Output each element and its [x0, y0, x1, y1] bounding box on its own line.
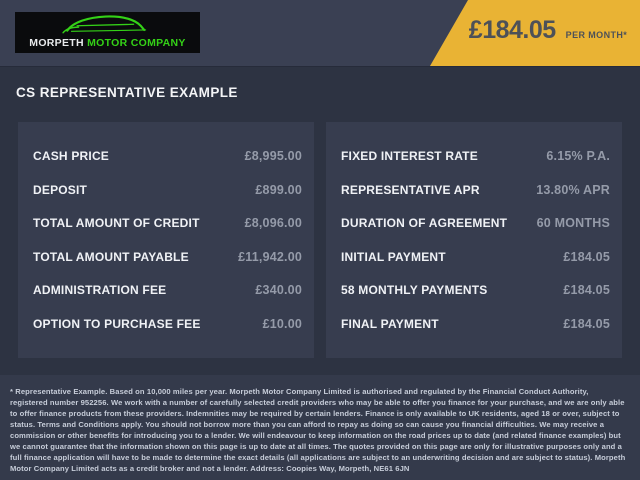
row-label: FIXED INTEREST RATE [341, 149, 478, 164]
dealer-name-secondary: MOTOR COMPANY [87, 37, 186, 49]
row-label: DEPOSIT [33, 182, 88, 197]
row-value: 6.15% P.A. [546, 149, 610, 164]
finance-row-monthly-payments: 58 MONTHLY PAYMENTS £184.05 [326, 283, 622, 297]
dealer-name-primary: MORPETH [29, 37, 84, 49]
row-label: OPTION TO PURCHASE FEE [33, 316, 201, 331]
finance-row-deposit: DEPOSIT £899.00 [18, 183, 314, 197]
finance-panel-right: FIXED INTEREST RATE 6.15% P.A. REPRESENT… [326, 122, 622, 358]
finance-row-admin-fee: ADMINISTRATION FEE £340.00 [18, 283, 314, 297]
page-title: CS REPRESENTATIVE EXAMPLE [16, 85, 238, 100]
finance-row-duration: DURATION OF AGREEMENT 60 MONTHS [326, 216, 622, 230]
row-label: INITIAL PAYMENT [341, 249, 446, 264]
car-outline-icon [58, 13, 154, 37]
row-label: FINAL PAYMENT [341, 316, 439, 331]
finance-row-total-payable: TOTAL AMOUNT PAYABLE £11,942.00 [18, 250, 314, 264]
row-value: £184.05 [563, 283, 610, 298]
finance-row-total-credit: TOTAL AMOUNT OF CREDIT £8,096.00 [18, 216, 314, 230]
row-value: £11,942.00 [238, 249, 302, 264]
row-value: £340.00 [255, 283, 302, 298]
row-label: 58 MONTHLY PAYMENTS [341, 283, 488, 298]
row-value: 60 MONTHS [536, 216, 610, 231]
row-value: £899.00 [255, 182, 302, 197]
row-label: TOTAL AMOUNT PAYABLE [33, 249, 189, 264]
finance-row-interest-rate: FIXED INTEREST RATE 6.15% P.A. [326, 149, 622, 163]
row-label: ADMINISTRATION FEE [33, 283, 167, 298]
finance-panel-left: CASH PRICE £8,995.00 DEPOSIT £899.00 TOT… [18, 122, 314, 358]
monthly-price-amount: £184.05 [468, 16, 556, 44]
disclaimer-text: * Representative Example. Based on 10,00… [10, 387, 626, 473]
finance-row-purchase-fee: OPTION TO PURCHASE FEE £10.00 [18, 317, 314, 331]
finance-row-apr: REPRESENTATIVE APR 13.80% APR [326, 183, 622, 197]
row-value: £184.05 [563, 249, 610, 264]
row-value: £184.05 [563, 316, 610, 331]
row-value: £10.00 [262, 316, 302, 331]
row-value: 13.80% APR [536, 182, 610, 197]
row-label: DURATION OF AGREEMENT [341, 216, 508, 231]
row-value: £8,096.00 [244, 216, 302, 231]
monthly-price-banner: £184.05 PER MONTH* [430, 0, 640, 66]
finance-row-cash-price: CASH PRICE £8,995.00 [18, 149, 314, 163]
dealer-name: MORPETH MOTOR COMPANY [29, 37, 185, 49]
finance-row-final-payment: FINAL PAYMENT £184.05 [326, 317, 622, 331]
header: MORPETH MOTOR COMPANY £184.05 PER MONTH* [0, 0, 640, 67]
row-label: TOTAL AMOUNT OF CREDIT [33, 216, 200, 231]
row-value: £8,995.00 [244, 149, 302, 164]
row-label: CASH PRICE [33, 149, 110, 164]
dealer-logo[interactable]: MORPETH MOTOR COMPANY [15, 12, 200, 53]
finance-row-initial-payment: INITIAL PAYMENT £184.05 [326, 250, 622, 264]
disclaimer-panel: * Representative Example. Based on 10,00… [0, 375, 640, 480]
monthly-price-period: PER MONTH* [565, 30, 628, 40]
row-label: REPRESENTATIVE APR [341, 182, 480, 197]
